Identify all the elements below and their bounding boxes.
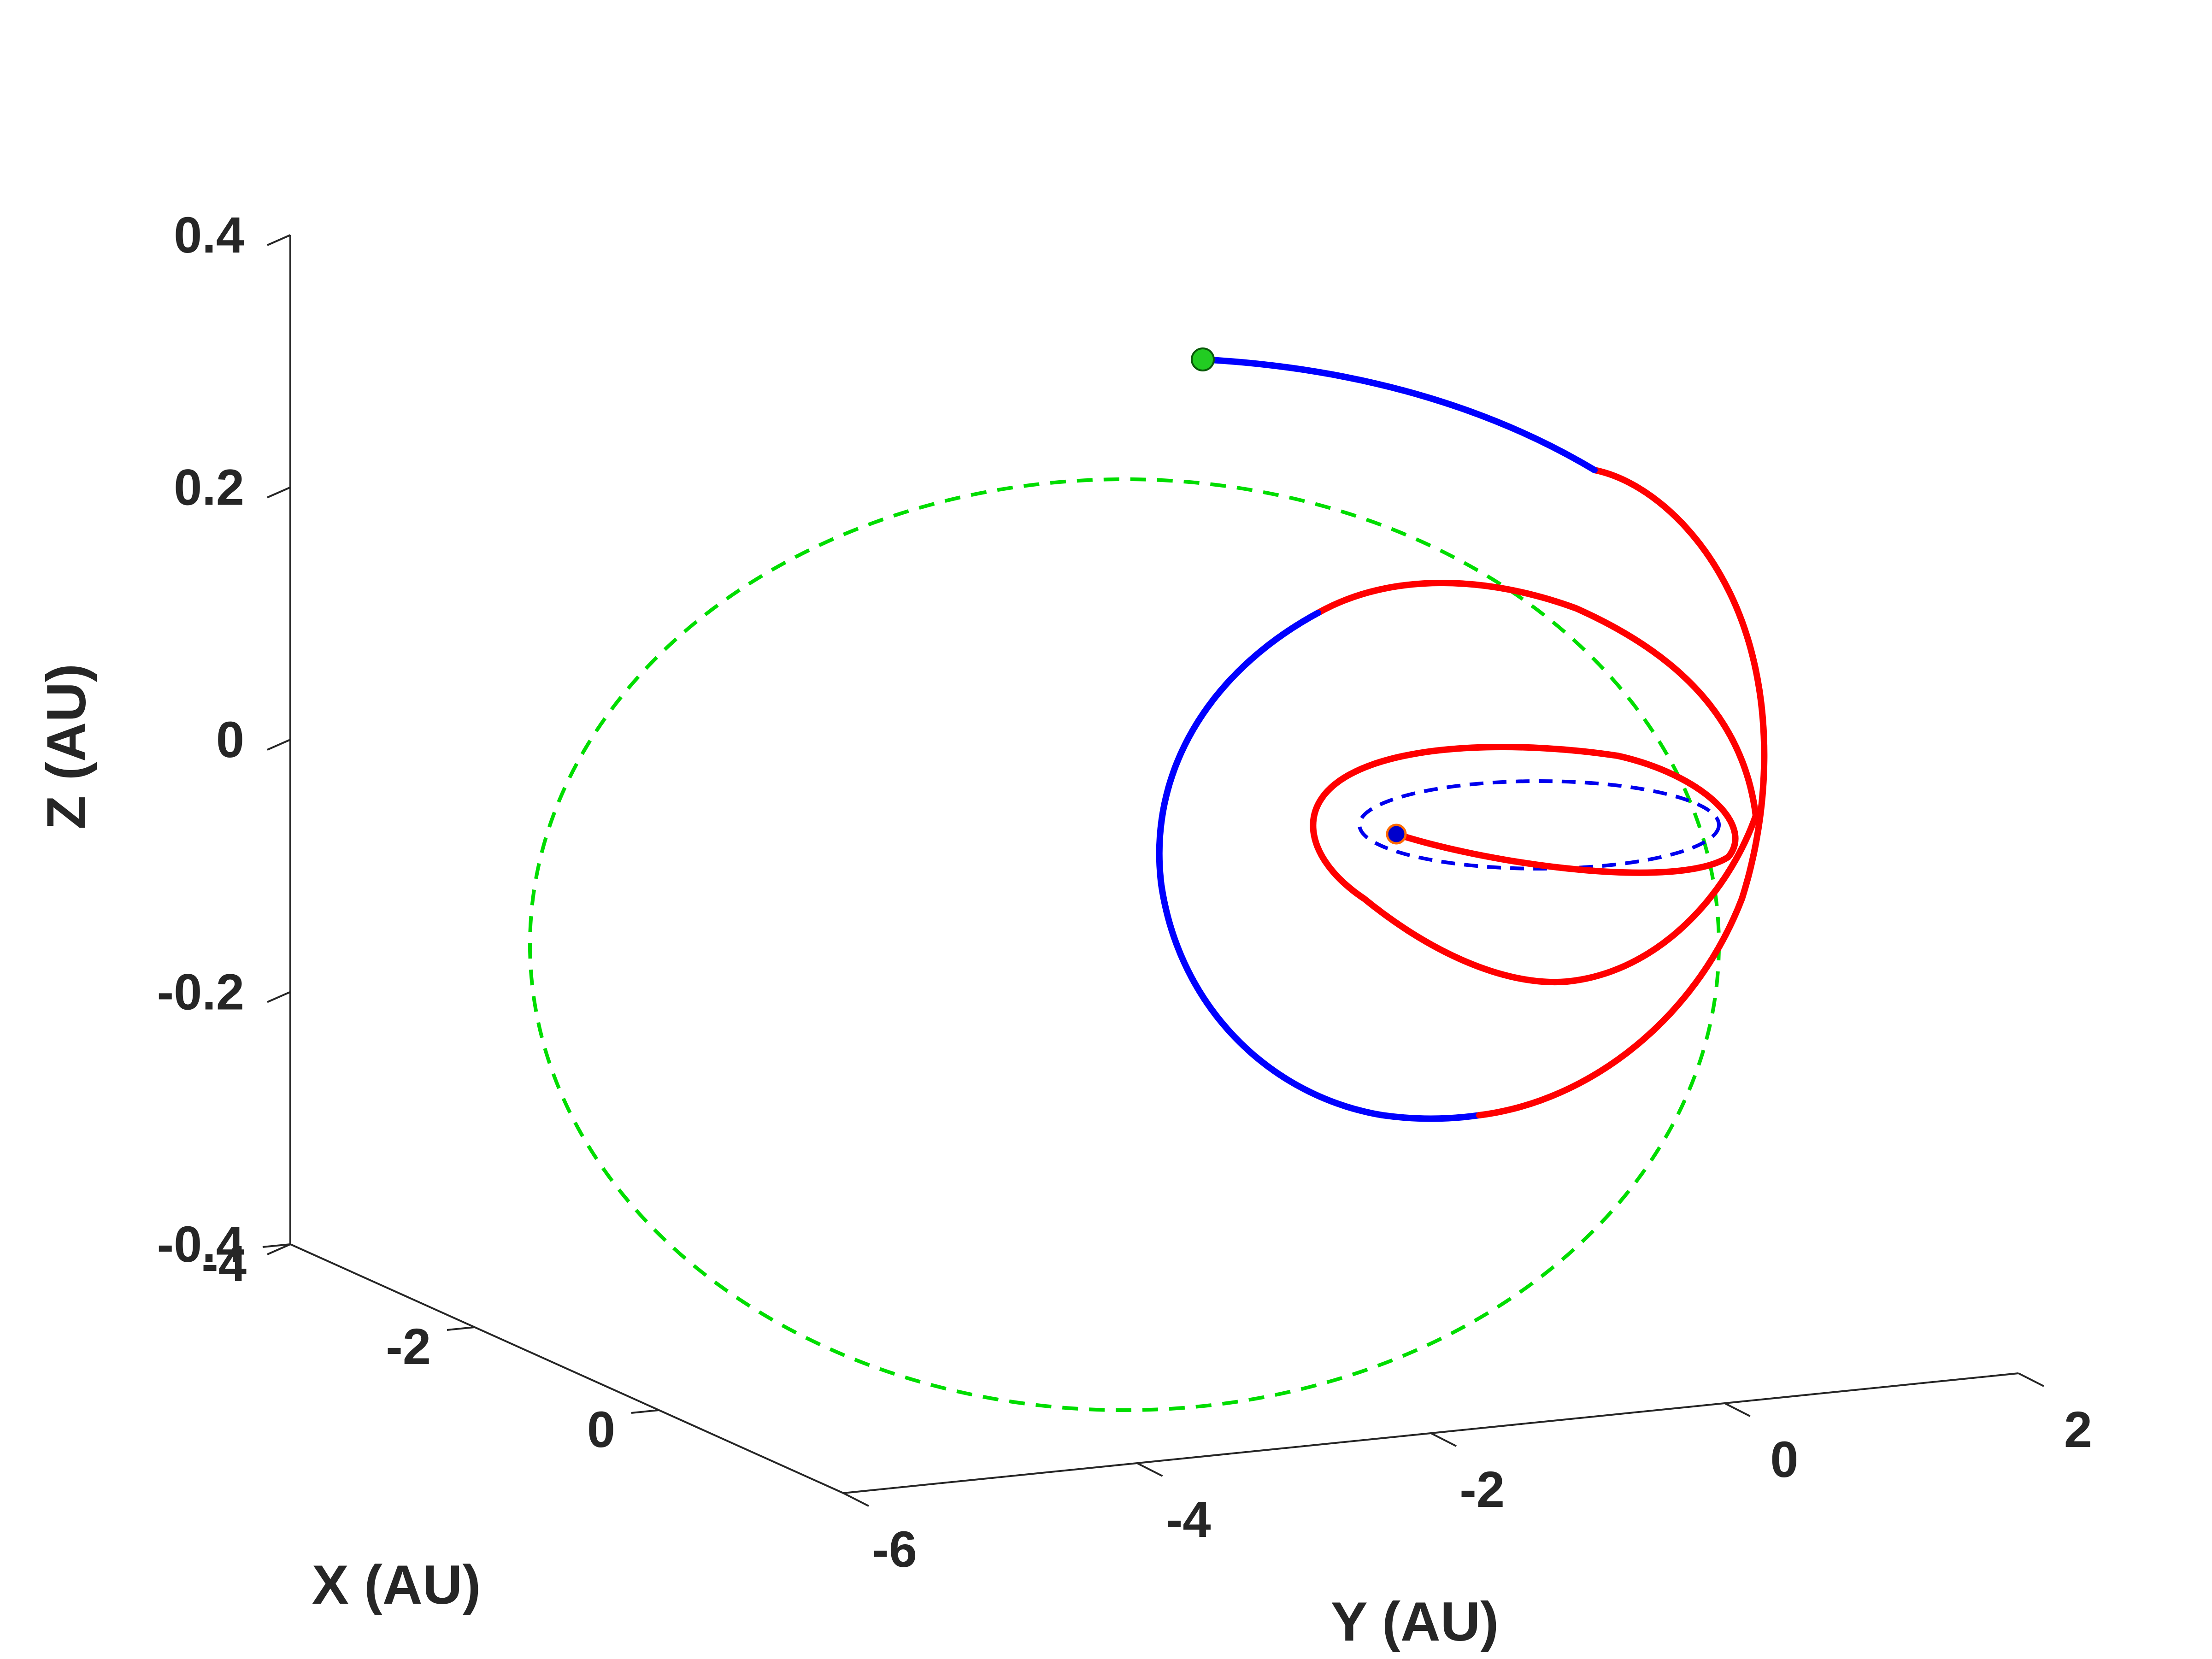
trajectory-segment-final-arc bbox=[1200, 356, 1598, 473]
x-tick-label: 0 bbox=[587, 1401, 615, 1458]
z-tick-mark bbox=[267, 1243, 291, 1255]
z-tick-label: 0 bbox=[216, 712, 244, 768]
y-tick-mark bbox=[2018, 1372, 2044, 1387]
y-axis-title: Y (AU) bbox=[1331, 1591, 1499, 1653]
trajectory-segment-inner-loop bbox=[1310, 743, 1759, 986]
x-tick-mark bbox=[262, 1243, 291, 1248]
z-tick-mark bbox=[267, 234, 291, 246]
z-tick-label: 0.2 bbox=[174, 459, 244, 516]
tick-marks bbox=[262, 234, 2044, 1507]
y-tick-label: -2 bbox=[1459, 1461, 1505, 1518]
x-tick-mark bbox=[447, 1326, 475, 1331]
y-tick-label: 2 bbox=[2064, 1401, 2092, 1458]
y-tick-label: 0 bbox=[1770, 1431, 1798, 1488]
tick-labels: -0.4 -0.2 0 0.2 0.4 -4 -2 0 -6 -4 -2 0 2 bbox=[157, 207, 2092, 1578]
arrival-marker bbox=[1191, 347, 1215, 371]
y-tick-label: -6 bbox=[872, 1521, 917, 1578]
inner-orbit bbox=[1358, 779, 1721, 871]
z-axis-title: Z (AU) bbox=[35, 664, 97, 830]
y-tick-mark bbox=[1430, 1432, 1457, 1447]
trajectory-segment-lower-arc bbox=[1476, 467, 1768, 1118]
y-tick-label: -4 bbox=[1166, 1491, 1211, 1548]
z-tick-label: -0.2 bbox=[157, 964, 244, 1021]
trajectory-segment-left-arc bbox=[1156, 610, 1483, 1122]
y-tick-mark bbox=[1136, 1462, 1163, 1477]
z-tick-label: 0.4 bbox=[174, 207, 244, 264]
y-tick-mark bbox=[1724, 1402, 1751, 1417]
departure-marker bbox=[1386, 824, 1407, 845]
x-axis-title: X (AU) bbox=[312, 1554, 481, 1616]
trajectory-segment-upper-arc bbox=[1315, 580, 1759, 819]
x-tick-mark bbox=[631, 1409, 659, 1414]
z-tick-label: -0.4 bbox=[157, 1216, 244, 1273]
z-tick-mark bbox=[267, 739, 291, 751]
z-tick-mark bbox=[267, 486, 291, 499]
x-tick-label: -2 bbox=[386, 1318, 431, 1375]
x-tick-label: -4 bbox=[201, 1235, 247, 1292]
z-tick-mark bbox=[267, 991, 291, 1003]
transfer-trajectory bbox=[1156, 356, 1768, 1122]
x-axis-line bbox=[290, 1243, 844, 1494]
y-tick-mark bbox=[843, 1492, 869, 1507]
